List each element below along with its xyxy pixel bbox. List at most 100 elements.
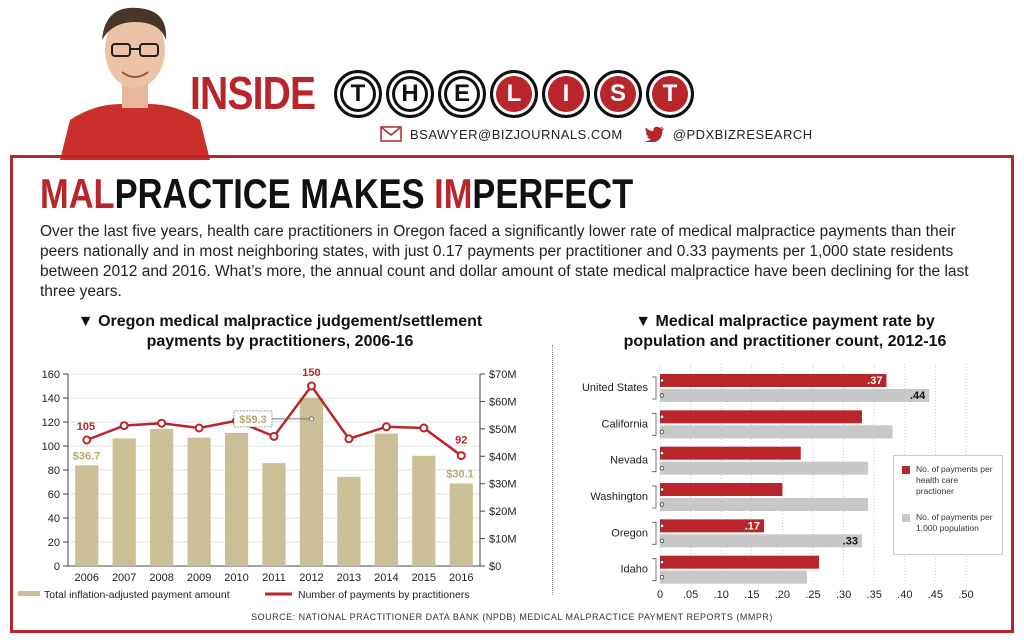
banner-the-list: T H E L I S T	[334, 70, 694, 118]
left-tick-label: 0	[54, 561, 60, 573]
category-bracket	[652, 485, 657, 509]
payment-amount-bar	[299, 397, 324, 566]
chart2-title-line1: ▼ Medical malpractice payment rate by	[635, 313, 935, 330]
category-bracket	[652, 449, 657, 473]
banner-letter: L	[490, 70, 538, 118]
payment-count-line	[86, 383, 463, 457]
population-rate-bar	[660, 498, 869, 511]
bar-label-last: $30.1	[446, 468, 474, 480]
banner-inside-word: INSIDE	[190, 67, 316, 119]
headline-part: MAL	[40, 170, 115, 217]
x-tick-label: .10	[714, 589, 729, 601]
chart2-legend: No. of payments per health care praction…	[893, 455, 1003, 555]
legend-swatch-red	[902, 466, 910, 474]
x-tick-label: 2014	[374, 572, 398, 584]
twitter-contact[interactable]: @PDXBIZRESEARCH	[644, 126, 813, 142]
category-bracket	[652, 376, 657, 400]
x-tick-label: .45	[928, 589, 943, 601]
payment-count-point	[306, 381, 316, 391]
legend-label-bar: Total inflation-adjusted payment amount	[44, 589, 230, 601]
payment-amount-bar	[337, 476, 361, 566]
envelope-icon	[380, 126, 402, 142]
left-tick-label: 80	[48, 465, 60, 477]
x-tick-label: .30	[836, 589, 851, 601]
payment-count-point	[82, 435, 92, 445]
chart2-title: ▼ Medical malpractice payment rate by po…	[575, 312, 995, 352]
payment-count-point	[269, 431, 279, 441]
payment-count-point	[119, 421, 129, 431]
left-tick-label: 140	[42, 393, 60, 405]
population-rate-bar	[660, 534, 862, 548]
payment-amount-bar	[150, 428, 174, 566]
x-tick-label: 2006	[74, 572, 98, 584]
x-tick-label: 2010	[224, 572, 248, 584]
bar-marker	[659, 465, 665, 471]
payment-amount-bar	[412, 455, 436, 566]
category-label: Nevada	[610, 455, 649, 467]
bar-marker	[659, 487, 665, 492]
callout-label: $59.3	[239, 414, 267, 426]
banner-letter: S	[594, 70, 642, 118]
headline-part: PERFECT	[472, 170, 634, 217]
x-tick-label: 2012	[299, 572, 323, 584]
legend-swatch-gray	[902, 514, 910, 522]
left-tick-label: 160	[42, 369, 60, 381]
right-tick-label: $10M	[489, 534, 517, 546]
bar-marker	[659, 538, 665, 544]
left-tick-label: 120	[42, 417, 60, 429]
bar-marker	[659, 574, 665, 580]
category-label: Idaho	[620, 564, 648, 576]
right-tick-label: $60M	[489, 396, 517, 408]
chart-divider	[552, 345, 553, 595]
bar-marker	[659, 414, 665, 420]
chart1-title-line1: ▼ Oregon medical malpractice judgement/s…	[77, 313, 483, 330]
headline: MALPRACTICE MAKES IMPERFECT	[40, 170, 633, 218]
author-photo	[60, 0, 210, 160]
x-tick-label: .25	[805, 589, 820, 601]
practitioner-rate-bar	[660, 555, 820, 569]
category-label: California	[602, 418, 649, 430]
x-tick-label: .40	[897, 589, 912, 601]
category-bracket	[652, 521, 657, 545]
banner-letter: H	[386, 70, 434, 118]
payment-count-point	[194, 423, 204, 433]
right-tick-label: $50M	[489, 424, 517, 436]
data-label-us-population: .44	[910, 390, 926, 402]
line-label-first: 105	[77, 421, 95, 433]
payment-amount-bar	[449, 483, 473, 566]
email-text: BSAWYER@BIZJOURNALS.COM	[410, 126, 623, 142]
bar-marker	[659, 450, 665, 456]
legend-label-line: Number of payments by practitioners	[298, 589, 470, 601]
payment-amount-bar	[75, 465, 99, 566]
chart1-title: ▼ Oregon medical malpractice judgement/s…	[30, 312, 530, 352]
bar-marker	[659, 393, 665, 398]
email-contact[interactable]: BSAWYER@BIZJOURNALS.COM	[380, 126, 623, 142]
legend-swatch-bar	[18, 591, 40, 596]
bar-marker	[659, 559, 665, 565]
banner-letter: E	[438, 70, 486, 118]
category-bracket	[652, 412, 657, 436]
population-rate-bar	[660, 425, 893, 439]
right-tick-label: $30M	[489, 479, 517, 491]
left-tick-label: 40	[48, 513, 60, 525]
line-label-last: 92	[455, 435, 467, 447]
practitioner-rate-bar	[660, 519, 765, 533]
bar-marker	[659, 429, 665, 435]
payment-count-point	[456, 451, 466, 461]
x-tick-label: 2013	[337, 572, 361, 584]
banner-letter: T	[334, 70, 382, 118]
population-rate-bar	[660, 461, 869, 475]
banner-letter: I	[542, 70, 590, 118]
x-tick-label: .35	[867, 589, 882, 601]
chart2-horizontal-bars: 0 .05 .10 .15 .20 .25 .30 .35 .40 .45 .50 United St…	[582, 364, 974, 601]
category-bracket	[652, 558, 657, 582]
banner-letter: T	[646, 70, 694, 118]
x-tick-label: .50	[958, 589, 973, 601]
practitioner-rate-bar	[660, 374, 887, 387]
payment-amount-bar	[374, 433, 398, 566]
payment-count-point	[344, 434, 354, 444]
payment-amount-bar	[224, 432, 249, 566]
intro-paragraph: Over the last five years, health care pr…	[40, 223, 969, 300]
x-tick-label: 2011	[262, 572, 286, 584]
left-tick-label: 20	[48, 537, 60, 549]
